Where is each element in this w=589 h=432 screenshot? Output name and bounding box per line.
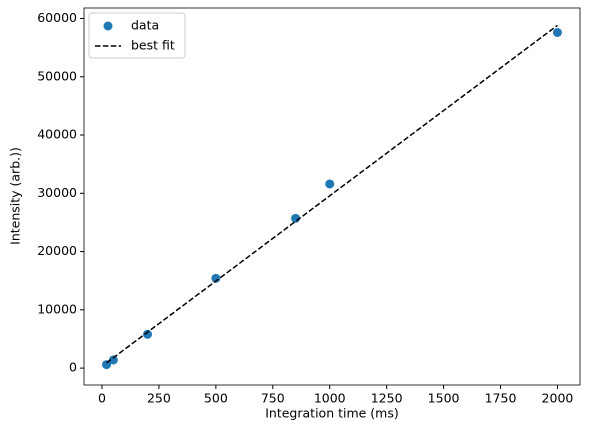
y-tick-label: 60000 [37, 10, 77, 25]
legend-label: data [131, 18, 159, 33]
y-tick-label: 30000 [37, 185, 77, 200]
y-tick-label: 50000 [37, 68, 77, 83]
y-tick-label: 40000 [37, 127, 77, 142]
y-tick-label: 20000 [37, 243, 77, 258]
x-tick-label: 1250 [371, 391, 403, 406]
y-tick-label: 0 [69, 360, 77, 375]
x-tick-label: 1000 [314, 391, 346, 406]
legend-label: best fit [131, 38, 175, 53]
data-point [102, 360, 112, 370]
x-tick-label: 750 [261, 391, 285, 406]
x-axis-label: Integration time (ms) [265, 406, 399, 421]
x-tick-label: 1750 [485, 391, 517, 406]
fit-line [106, 24, 558, 364]
plot-frame [83, 7, 581, 386]
x-tick-label: 250 [147, 391, 171, 406]
x-tick-label: 2000 [542, 391, 574, 406]
y-tick-label: 10000 [37, 301, 77, 316]
data-point [211, 273, 221, 283]
data-point [108, 355, 118, 365]
legend-marker [103, 21, 113, 31]
x-tick-label: 0 [98, 391, 106, 406]
data-point [325, 179, 335, 189]
x-tick-label: 1500 [428, 391, 460, 406]
y-axis-label: Intensity (arb.)) [8, 147, 23, 245]
data-point [143, 329, 153, 339]
data-point [552, 27, 562, 37]
x-tick-label: 500 [204, 391, 228, 406]
